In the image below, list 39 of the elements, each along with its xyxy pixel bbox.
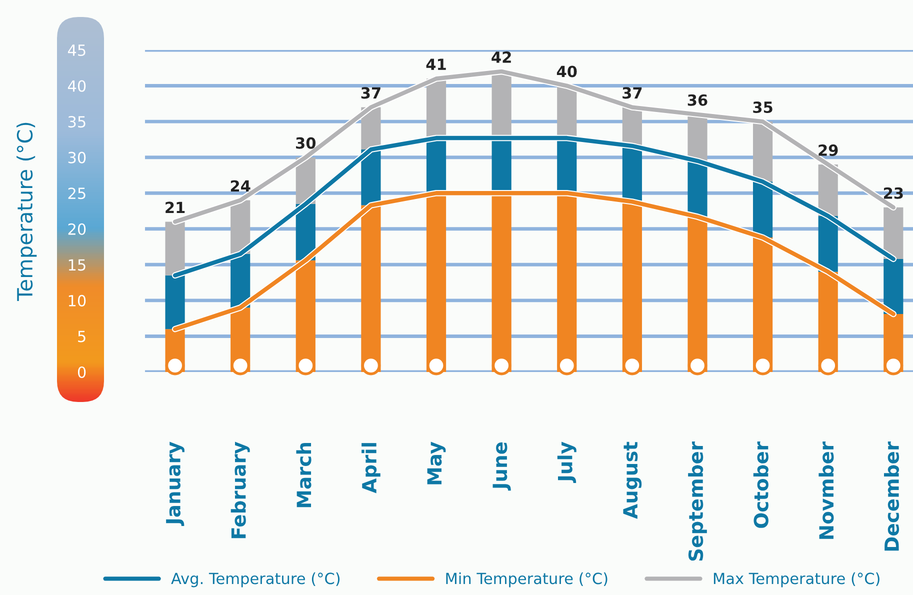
total-label: 36 xyxy=(688,94,708,106)
legend-label: Avg. Temperature (°C) xyxy=(171,572,340,588)
total-label: 40 xyxy=(556,66,577,78)
y-tick-label: 5 xyxy=(78,330,86,342)
total-label: 23 xyxy=(884,187,903,199)
x-tick-label: October xyxy=(753,442,768,528)
y-tick-label: 0 xyxy=(78,366,86,378)
total-label: 42 xyxy=(492,51,511,63)
y-tick-label: 45 xyxy=(68,44,86,56)
y-tick-label: 10 xyxy=(68,294,86,306)
legend-label: Min Temperature (°C) xyxy=(446,572,608,588)
y-tick-label: 20 xyxy=(68,223,86,235)
x-tick-label: April xyxy=(362,443,380,494)
y-axis-title: Temperature (°C) xyxy=(16,122,37,301)
x-tick-label: June xyxy=(492,442,511,491)
total-label: 35 xyxy=(753,101,772,114)
x-tick-label: May xyxy=(427,442,446,484)
total-label: 21 xyxy=(166,202,185,213)
y-tick-label: 30 xyxy=(68,152,86,164)
x-tick-label: February xyxy=(230,442,250,538)
x-tick-label: January xyxy=(166,442,184,526)
total-label: 41 xyxy=(426,58,446,70)
x-tick-label: August xyxy=(623,442,642,519)
x-tick-label: December xyxy=(884,442,900,551)
y-tick-label: 15 xyxy=(68,259,86,271)
total-label: 30 xyxy=(296,137,316,149)
total-label: 37 xyxy=(622,87,642,99)
y-tick-label: 40 xyxy=(68,80,86,92)
total-label: 37 xyxy=(361,87,380,99)
legend-label: Max Temperature (°C) xyxy=(714,572,880,588)
y-tick-label: 35 xyxy=(68,116,86,128)
total-label: 24 xyxy=(230,180,250,192)
x-tick-label: Novmber xyxy=(818,442,834,539)
x-tick-label: July xyxy=(557,442,576,483)
bar xyxy=(688,160,708,217)
total-label: 29 xyxy=(818,144,838,156)
x-tick-label: September xyxy=(688,442,707,561)
x-tick-label: March xyxy=(296,442,312,508)
y-tick-label: 25 xyxy=(68,188,86,200)
